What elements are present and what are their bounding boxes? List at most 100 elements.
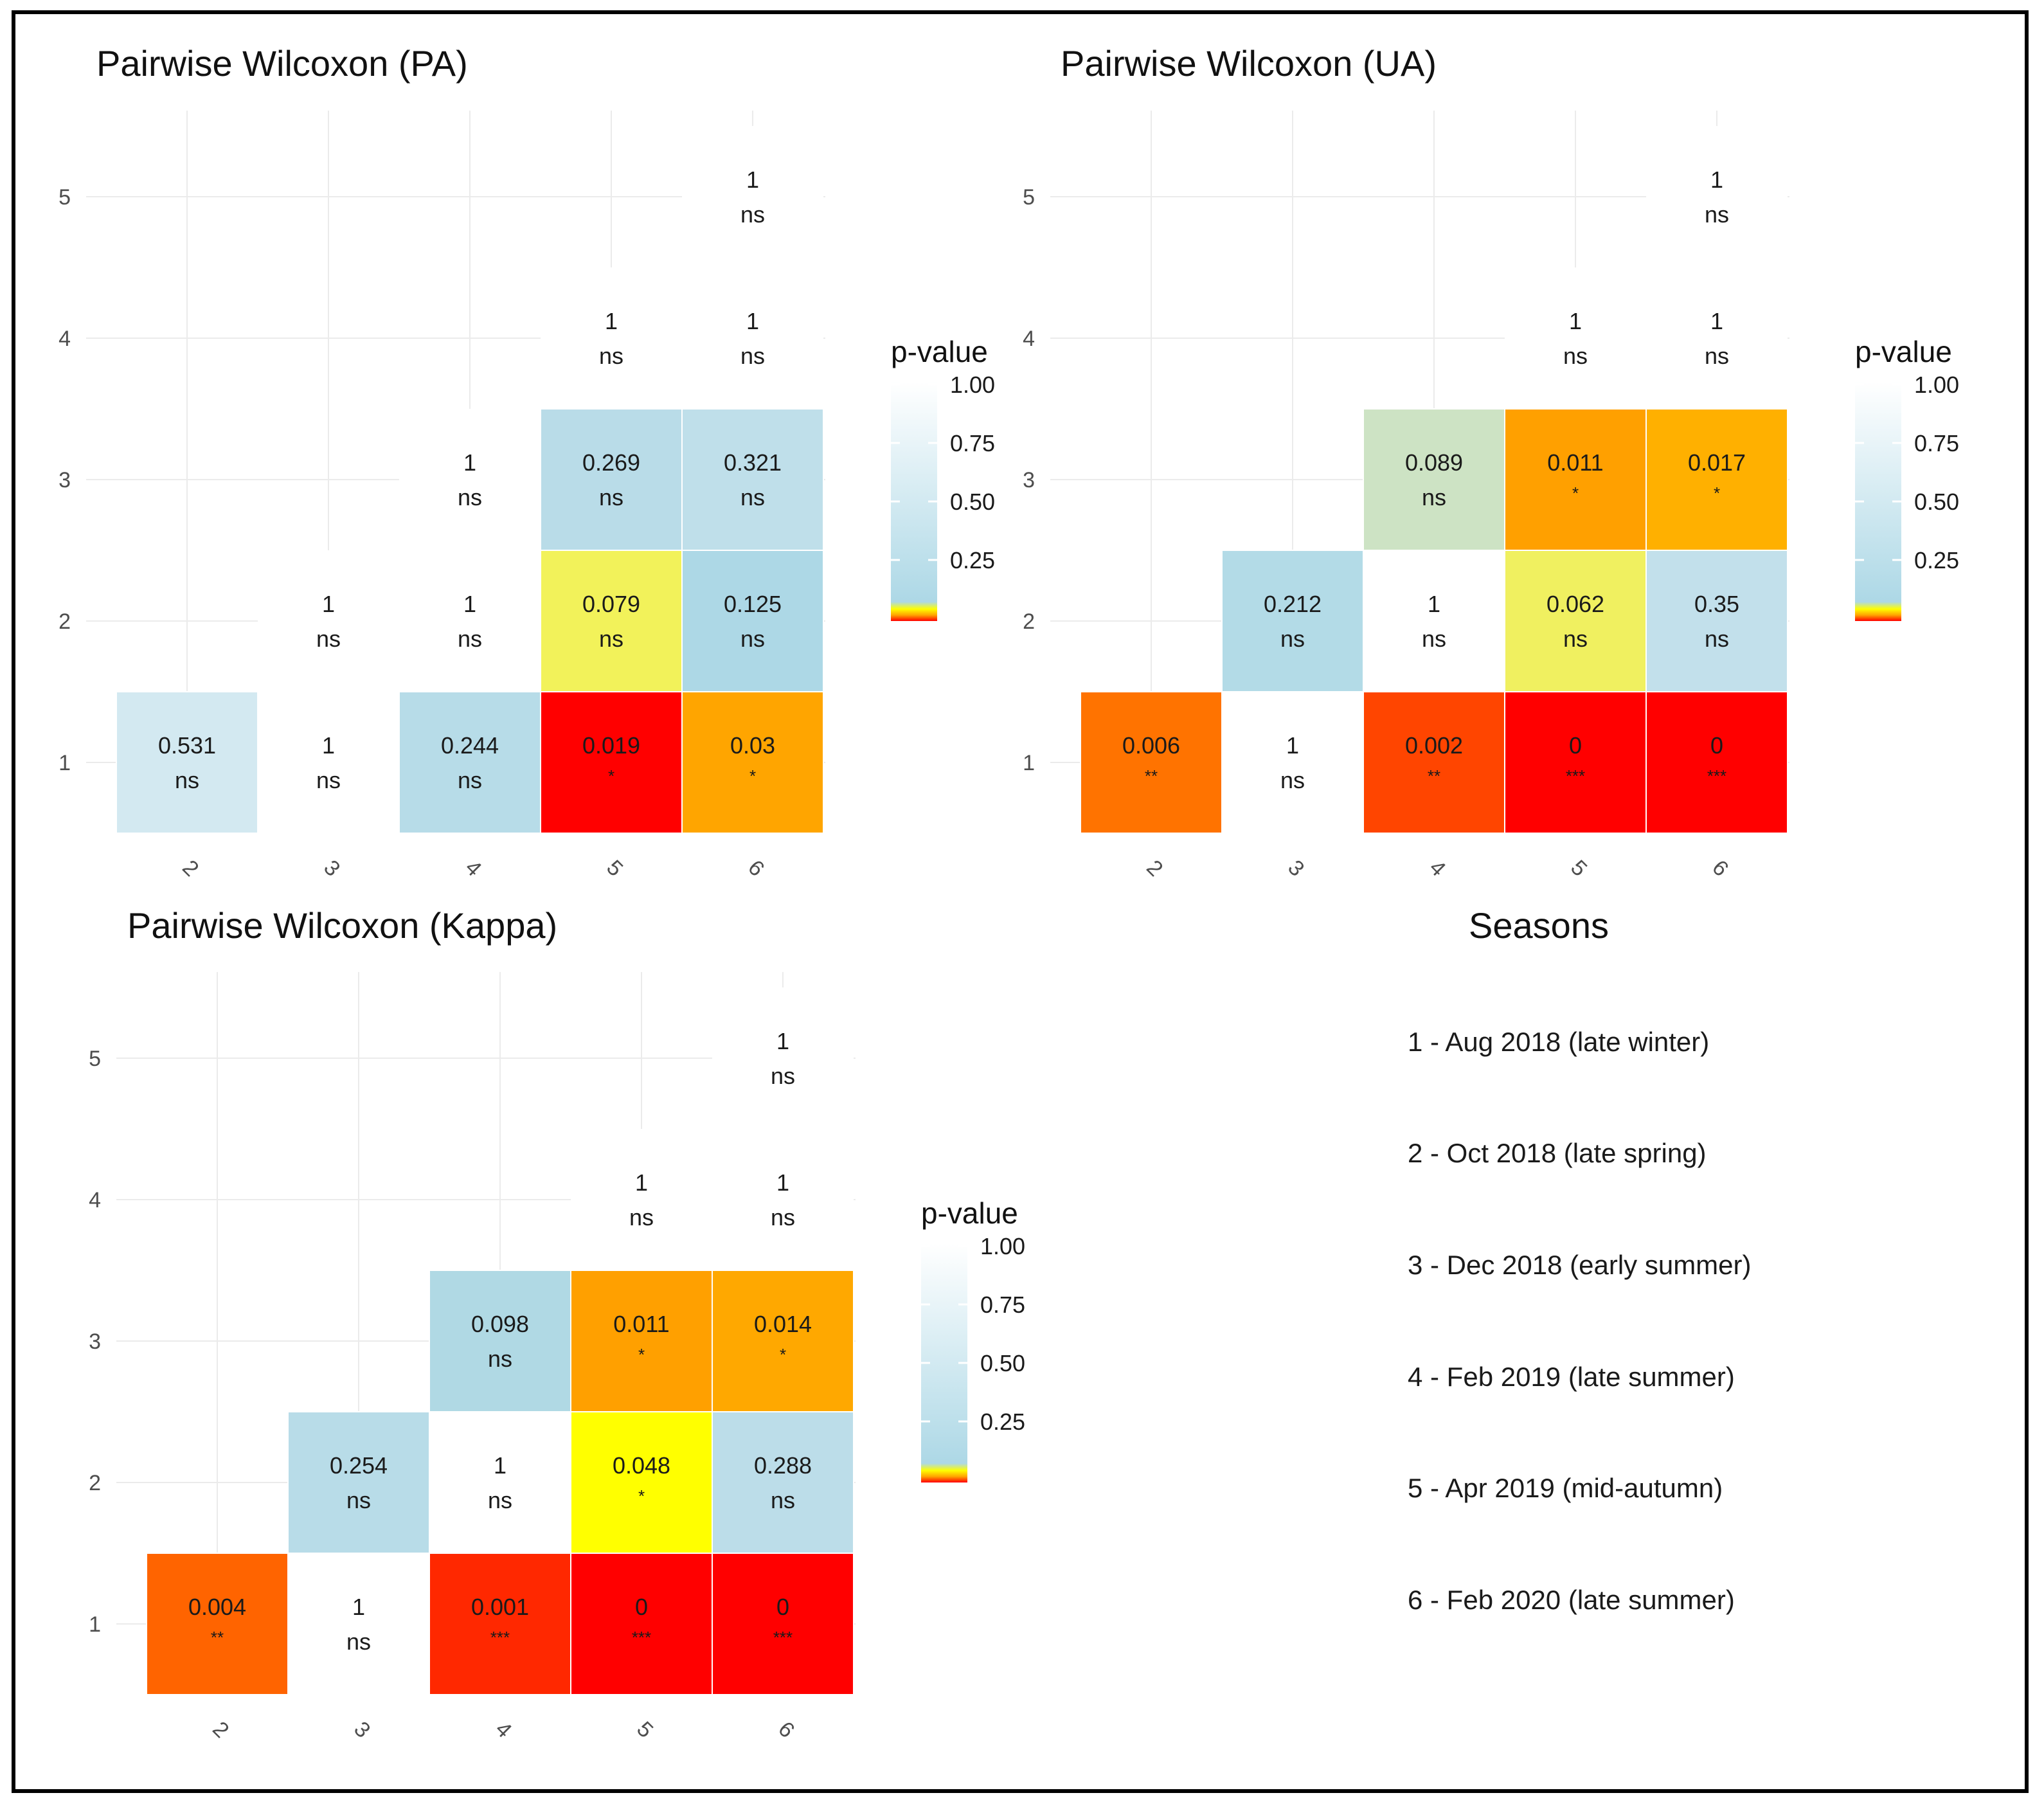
heatmap-cell: [146, 1553, 289, 1695]
chart-title: Pairwise Wilcoxon (Kappa): [127, 905, 557, 946]
cell-significance: **: [1428, 766, 1440, 786]
season-item: 5 - Apr 2019 (mid-autumn): [1408, 1473, 1723, 1503]
legend-tick-label: 1.00: [950, 372, 995, 398]
x-tick-label: 5: [1566, 856, 1591, 881]
cell-significance: ns: [771, 1063, 795, 1089]
heatmap-cell: [116, 691, 258, 834]
cell-p-value: 0.019: [582, 732, 640, 759]
cell-p-value: 0.269: [582, 449, 640, 476]
legend-tick-label: 0.50: [950, 489, 995, 515]
cell-p-value: 0.288: [754, 1452, 812, 1479]
x-tick-label: 6: [1707, 856, 1733, 881]
heatmap-panel-pa: Pairwise Wilcoxon (PA) 0.531 ns 1 ns 0.244 ns 0…: [58, 43, 995, 881]
heatmap-panel-kappa: Pairwise Wilcoxon (Kappa)0.004**1ns0.001…: [89, 905, 1025, 1743]
x-tick-label: 2: [1142, 856, 1167, 881]
cell-significance: ns: [346, 1628, 371, 1655]
cell-significance: ns: [458, 484, 482, 510]
y-tick-label: 2: [1023, 609, 1035, 634]
legend-tick-label: 0.75: [950, 430, 995, 456]
legend-tick-label: 1.00: [1914, 372, 1959, 398]
cell-p-value: 1: [1569, 308, 1582, 334]
legend-tick-label: 0.75: [1914, 430, 1959, 456]
legend-title: p-value: [1855, 335, 1952, 368]
x-tick-label: 5: [602, 856, 627, 881]
heatmap-cell: [1363, 408, 1505, 551]
legend-tick-label: 0.25: [980, 1409, 1025, 1435]
y-tick-label: 2: [58, 609, 71, 634]
cell-p-value: 1: [1286, 732, 1299, 759]
x-tick-label: 3: [349, 1717, 375, 1743]
cell-significance: ns: [1705, 201, 1729, 228]
cell-p-value: 1: [635, 1169, 648, 1196]
heatmap-cell: [712, 1270, 854, 1412]
cell-p-value: 0.011: [1547, 449, 1603, 476]
cell-significance: ***: [490, 1628, 510, 1647]
heatmap-cell: [1221, 550, 1364, 692]
cell-significance: ns: [1705, 343, 1729, 369]
cell-significance: *: [608, 766, 614, 786]
cell-significance: ns: [488, 1346, 512, 1372]
cell-p-value: 1: [746, 167, 759, 193]
cell-p-value: 0: [776, 1594, 789, 1620]
y-tick-label: 5: [58, 185, 71, 210]
cell-p-value: 0.321: [724, 449, 782, 476]
legend-tick-label: 1.00: [980, 1233, 1025, 1259]
legend-title: p-value: [921, 1196, 1018, 1230]
cell-significance: ns: [1563, 626, 1588, 652]
figure-frame: Pairwise Wilcoxon (PA) 0.531 ns 1 ns 0.244 ns 0…: [12, 10, 2029, 1793]
cell-significance: *: [780, 1345, 786, 1364]
legend-tick-label: 0.25: [950, 547, 995, 573]
y-tick-label: 4: [89, 1188, 101, 1212]
heatmap-cell: [570, 1270, 713, 1412]
seasons-title: Seasons: [1469, 905, 1609, 946]
cell-significance: ns: [771, 1487, 795, 1513]
cell-significance: ***: [632, 1628, 651, 1647]
cell-significance: ns: [599, 626, 623, 652]
cell-significance: ns: [740, 484, 765, 510]
cell-significance: ns: [458, 767, 482, 793]
heatmap-cell: [570, 1411, 713, 1554]
cell-p-value: 0.001: [471, 1594, 529, 1620]
cell-significance: ns: [316, 626, 341, 652]
cell-p-value: 0.079: [582, 591, 640, 617]
cell-significance: ns: [1705, 626, 1729, 652]
heatmap-cell: [1645, 691, 1788, 834]
cell-p-value: 0.017: [1688, 449, 1746, 476]
y-tick-label: 5: [89, 1047, 101, 1071]
cell-significance: *: [638, 1486, 645, 1506]
y-tick-label: 1: [89, 1612, 101, 1637]
x-tick-label: 3: [1283, 856, 1309, 881]
season-item: 1 - Aug 2018 (late winter): [1408, 1027, 1709, 1057]
cell-p-value: 1: [776, 1169, 789, 1196]
cell-p-value: 0.212: [1264, 591, 1322, 617]
heatmap-cell: [570, 1553, 713, 1695]
season-item: 3 - Dec 2018 (early summer): [1408, 1250, 1752, 1280]
cell-p-value: 1: [1710, 308, 1723, 334]
cell-significance: ns: [771, 1204, 795, 1230]
cell-p-value: 0: [1569, 732, 1582, 759]
cell-p-value: 1: [746, 308, 759, 334]
season-item: 4 - Feb 2019 (late summer): [1408, 1362, 1735, 1392]
x-tick-label: 6: [743, 856, 769, 881]
cell-significance: ns: [629, 1204, 654, 1230]
heatmap-cell: [712, 1411, 854, 1554]
heatmap-cell: [540, 408, 683, 551]
y-tick-label: 3: [58, 468, 71, 492]
cell-significance: ns: [1422, 484, 1446, 510]
cell-significance: ***: [1707, 766, 1726, 786]
heatmap-cell: [399, 691, 541, 834]
cell-p-value: 0.35: [1694, 591, 1739, 617]
heatmap-cell: [1645, 408, 1788, 551]
legend-tick-label: 0.25: [1914, 547, 1959, 573]
cell-p-value: 1: [352, 1594, 365, 1620]
cell-significance: ns: [488, 1487, 512, 1513]
heatmap-panel-ua: Pairwise Wilcoxon (UA)0.006**1ns0.002**0…: [1023, 43, 1959, 881]
cell-significance: ns: [1422, 626, 1446, 652]
chart-title: Pairwise Wilcoxon (UA): [1061, 43, 1437, 84]
cell-significance: ns: [1280, 767, 1305, 793]
cell-p-value: 0.006: [1122, 732, 1180, 759]
cell-significance: ***: [1566, 766, 1585, 786]
x-tick-label: 3: [319, 856, 345, 881]
cell-p-value: 0.03: [730, 732, 775, 759]
chart-title: Pairwise Wilcoxon (PA): [96, 43, 468, 84]
